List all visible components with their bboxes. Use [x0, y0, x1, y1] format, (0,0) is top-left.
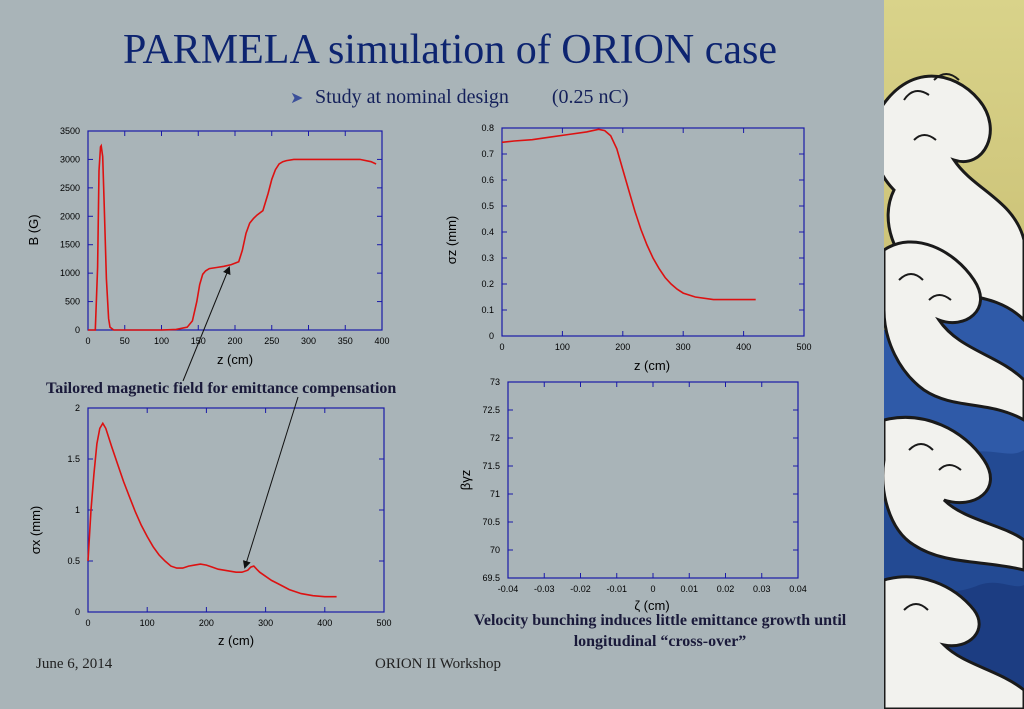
caption-magnetic-field: Tailored magnetic field for emittance co… — [46, 380, 397, 397]
y-tick-label: 500 — [65, 297, 80, 307]
y-axis-label: B (G) — [26, 214, 41, 245]
x-axis-label: z (cm) — [634, 358, 670, 373]
y-tick-label: 1000 — [60, 268, 80, 278]
x-tick-label: 300 — [301, 336, 316, 346]
x-tick-label: 0.04 — [789, 584, 807, 594]
subtitle-text: Study at nominal design — [315, 86, 509, 108]
subtitle-charge: (0.25 nC) — [551, 86, 629, 108]
x-tick-label: 100 — [140, 618, 155, 628]
x-tick-label: 50 — [120, 336, 130, 346]
y-tick-label: 73 — [490, 377, 500, 387]
x-tick-label: 300 — [676, 342, 691, 352]
y-tick-label: 71.5 — [482, 461, 500, 471]
y-tick-label: 72.5 — [482, 405, 500, 415]
x-tick-label: 150 — [191, 336, 206, 346]
caption-velocity-bunching: Velocity bunching induces little emittan… — [473, 612, 847, 650]
x-tick-label: -0.01 — [606, 584, 627, 594]
y-tick-label: 2500 — [60, 183, 80, 193]
chart-4: -0.04 -0.03 -0.02 -0.01 0 0.01 0.02 0.03 0.04 69.… — [458, 377, 807, 613]
plot-frame — [87, 130, 383, 331]
plot-frame — [501, 127, 805, 337]
chart-1: 0 50 100 150 200 250 300 350 400 0 500 1000 1500 2000… — [26, 126, 390, 367]
y-tick-label: 0.4 — [481, 227, 494, 237]
y-axis-label: σz (mm) — [444, 216, 459, 264]
footer-date: June 6, 2014 — [36, 656, 113, 672]
y-tick-label: 1500 — [60, 240, 80, 250]
annotation-arrows — [182, 266, 299, 569]
x-tick-label: 0 — [85, 618, 90, 628]
y-tick-label: 2 — [75, 403, 80, 413]
x-axis-label: z (cm) — [218, 633, 254, 648]
x-tick-label: 0 — [650, 584, 655, 594]
series-line — [88, 143, 377, 331]
x-tick-label: 200 — [199, 618, 214, 628]
plot-frame — [507, 381, 799, 579]
y-axis-label: βγz — [458, 470, 473, 490]
y-tick-label: 0.3 — [481, 253, 494, 263]
plot-frame — [87, 407, 385, 613]
x-tick-label: 0.01 — [680, 584, 698, 594]
chart-3: 0 100 200 300 400 500 0 0.5 1 1.5 2 z (cm) σx (mm) — [28, 403, 392, 648]
x-tick-label: 400 — [317, 618, 332, 628]
y-tick-label: 70.5 — [482, 517, 500, 527]
y-axis-label: σx (mm) — [28, 506, 43, 554]
y-tick-label: 2000 — [60, 211, 80, 221]
x-tick-label: 350 — [338, 336, 353, 346]
y-tick-label: 0.7 — [481, 149, 494, 159]
y-tick-label: 0.8 — [481, 123, 494, 133]
y-tick-label: 1.5 — [67, 454, 80, 464]
x-tick-label: 200 — [227, 336, 242, 346]
footer-event: ORION II Workshop — [375, 656, 502, 672]
y-tick-label: 0.2 — [481, 279, 494, 289]
bullet-icon: ➤ — [290, 90, 304, 107]
slide-title: PARMELA simulation of ORION case — [122, 27, 778, 73]
arrow-to-sigma-x — [242, 396, 299, 569]
y-tick-label: 0.5 — [481, 201, 494, 211]
x-tick-label: 100 — [555, 342, 570, 352]
y-tick-label: 0.1 — [481, 305, 494, 315]
y-tick-label: 71 — [490, 489, 500, 499]
x-tick-label: -0.04 — [498, 584, 519, 594]
x-tick-label: 0.03 — [753, 584, 771, 594]
y-tick-label: 3000 — [60, 154, 80, 164]
x-tick-label: 250 — [264, 336, 279, 346]
y-tick-label: 72 — [490, 433, 500, 443]
chart-2: 0 100 200 300 400 500 0 0.1 0.2 0.3 0.4 0.5 0.6 0.7 0.… — [444, 123, 812, 373]
x-tick-label: -0.03 — [534, 584, 555, 594]
x-tick-label: -0.02 — [570, 584, 591, 594]
y-tick-label: 3500 — [60, 126, 80, 136]
x-tick-label: 100 — [154, 336, 169, 346]
wave-decoration — [884, 0, 1024, 709]
x-tick-label: 200 — [615, 342, 630, 352]
y-tick-label: 0.5 — [67, 556, 80, 566]
x-tick-label: 500 — [796, 342, 811, 352]
y-tick-label: 0 — [75, 607, 80, 617]
x-tick-label: 400 — [736, 342, 751, 352]
x-tick-label: 500 — [376, 618, 391, 628]
y-tick-label: 1 — [75, 505, 80, 515]
y-tick-label: 0.6 — [481, 175, 494, 185]
y-tick-label: 70 — [490, 545, 500, 555]
x-axis-label: ζ (cm) — [634, 598, 669, 613]
y-tick-label: 69.5 — [482, 573, 500, 583]
series-line — [501, 128, 756, 301]
x-tick-label: 300 — [258, 618, 273, 628]
y-tick-label: 0 — [75, 325, 80, 335]
x-axis-label: z (cm) — [217, 352, 253, 367]
x-tick-label: 400 — [374, 336, 389, 346]
series-line — [87, 421, 337, 598]
x-tick-label: 0.02 — [717, 584, 735, 594]
x-tick-label: 0 — [499, 342, 504, 352]
arrow-to-field-step — [182, 266, 231, 382]
x-tick-label: 0 — [85, 336, 90, 346]
slide-subtitle: ➤ Study at nominal design (0.25 nC) — [290, 86, 629, 109]
y-tick-label: 0 — [489, 331, 494, 341]
